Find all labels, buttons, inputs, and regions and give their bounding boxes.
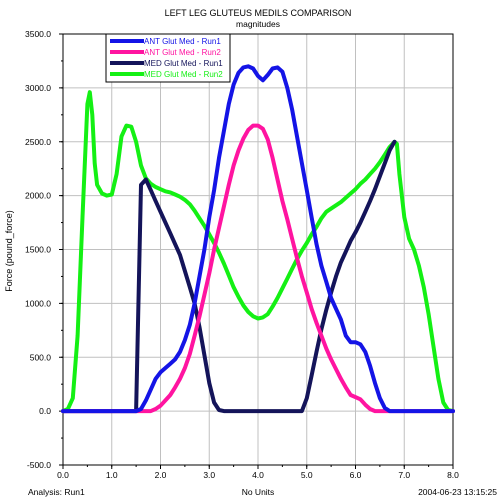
y-tick-label: 1000.0 [25,298,51,308]
series-line-med-glut-med-run1 [61,139,397,414]
x-tick-label: 0.0 [57,470,69,480]
x-tick-label: 1.0 [106,470,118,480]
y-tick-label: 2000.0 [25,191,51,201]
legend-label: MED Glut Med - Run1 [144,59,223,68]
legend: ANT Glut Med - Run1 ANT Glut Med - Run2 ME… [105,33,231,83]
timestamp: 2004-06-23 13:15:25 [418,487,497,497]
x-axis-label: No Units [242,487,275,497]
series-line-ant-glut-med-run2 [61,123,455,414]
axis-ticks: 0.0 1.0 2.0 3.0 4.0 5.0 6.0 7.0 8.0 -500.0 0.0 500.… [25,29,459,480]
legend-label: MED Glut Med - Run2 [144,70,223,79]
y-axis-label: Force (pound_force) [4,210,14,292]
chart-subtitle: magnitudes [236,19,280,29]
legend-label: ANT Glut Med - Run2 [144,48,221,57]
legend-label: ANT Glut Med - Run1 [144,37,221,46]
x-tick-label: 5.0 [301,470,313,480]
x-tick-label: 2.0 [155,470,167,480]
y-tick-label: 500.0 [30,352,52,362]
series-line-ant-glut-med-run1 [61,64,455,414]
analysis-label: Analysis: Run1 [28,487,85,497]
y-tick-label: 3500.0 [25,29,51,39]
y-tick-label: 2500.0 [25,137,51,147]
chart-title: LEFT LEG GLUTEUS MEDILS COMPARISON [165,8,352,18]
y-tick-label: 3000.0 [25,83,51,93]
x-tick-label: 7.0 [398,470,410,480]
x-tick-label: 4.0 [252,470,264,480]
x-tick-label: 8.0 [447,470,459,480]
y-tick-label: 0.0 [39,406,51,416]
series-lines [61,64,455,414]
y-tick-label: 1500.0 [25,245,51,255]
x-tick-label: 6.0 [350,470,362,480]
y-tick-label: -500.0 [27,460,51,470]
x-tick-label: 3.0 [203,470,215,480]
